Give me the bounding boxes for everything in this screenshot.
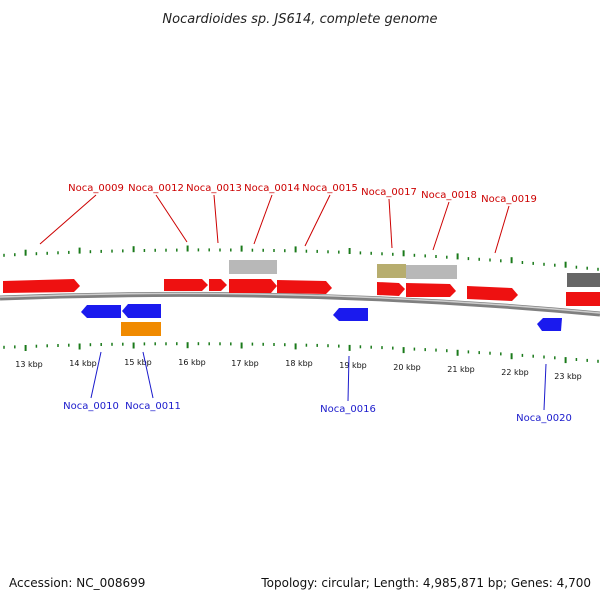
scale-label: 22 kbp bbox=[501, 368, 529, 377]
topology-text: Topology: circular; Length: 4,985,871 bp… bbox=[260, 576, 591, 590]
gene-label-noca-0019[interactable]: Noca_0019 bbox=[481, 194, 537, 205]
gene-label-noca-0011[interactable]: Noca_0011 bbox=[125, 401, 181, 412]
forward-gene-labels: Noca_0009 Noca_0012 Noca_0013 Noca_0014 … bbox=[68, 183, 537, 205]
leader-line-noca-0016 bbox=[347, 355, 350, 402]
gene-label-noca-0013[interactable]: Noca_0013 bbox=[186, 183, 242, 194]
inner-tick-ring bbox=[3, 342, 599, 364]
gene-arrow-noca-0012[interactable] bbox=[164, 279, 208, 291]
leader-line-noca-0020 bbox=[543, 363, 547, 411]
gene-arrow-noca-0019[interactable] bbox=[467, 286, 518, 301]
gene-label-noca-0015[interactable]: Noca_0015 bbox=[302, 183, 358, 194]
scale-labels: 13 kbp 14 kbp 15 kbp 16 kbp 17 kbp 18 kb… bbox=[15, 358, 582, 381]
gene-arrow-noca-0009[interactable] bbox=[3, 279, 80, 293]
scale-label: 14 kbp bbox=[69, 359, 97, 368]
scale-label: 20 kbp bbox=[393, 363, 421, 372]
gene-label-noca-0016[interactable]: Noca_0016 bbox=[320, 404, 376, 415]
gene-label-noca-0017[interactable]: Noca_0017 bbox=[361, 187, 417, 198]
gene-label-noca-0014[interactable]: Noca_0014 bbox=[244, 183, 300, 194]
feature-darkgray-edge[interactable] bbox=[567, 273, 600, 287]
feature-olive-20kbp[interactable] bbox=[377, 264, 406, 278]
gene-label-noca-0018[interactable]: Noca_0018 bbox=[421, 190, 477, 201]
reverse-label-lines bbox=[90, 351, 547, 411]
reverse-gene-labels: Noca_0010 Noca_0011 Noca_0016 Noca_0020 bbox=[63, 401, 572, 424]
leader-line-noca-0010 bbox=[90, 351, 102, 399]
leader-line-noca-0012 bbox=[155, 194, 188, 243]
gene-label-noca-0010[interactable]: Noca_0010 bbox=[63, 401, 119, 412]
leader-line-noca-0018 bbox=[432, 201, 450, 251]
leader-line-noca-0015 bbox=[304, 194, 331, 247]
gene-arrow-noca-0011[interactable] bbox=[122, 304, 161, 318]
scale-label: 16 kbp bbox=[178, 358, 206, 367]
leader-line-noca-0013 bbox=[213, 194, 219, 244]
gene-label-noca-0012[interactable]: Noca_0012 bbox=[128, 183, 184, 194]
scale-label: 15 kbp bbox=[124, 358, 152, 367]
gene-arrow-noca-0016[interactable] bbox=[333, 308, 368, 321]
gene-arrow-noca-0014[interactable] bbox=[229, 279, 277, 293]
leader-line-noca-0011 bbox=[142, 351, 154, 399]
scale-label: 17 kbp bbox=[231, 359, 259, 368]
leader-line-noca-0014 bbox=[253, 194, 273, 245]
reverse-features bbox=[81, 304, 562, 336]
scale-label: 23 kbp bbox=[554, 372, 582, 381]
map-title: Nocardioides sp. JS614, complete genome bbox=[162, 12, 437, 27]
gene-arrow-noca-0013[interactable] bbox=[209, 279, 227, 291]
gene-label-noca-0020[interactable]: Noca_0020 bbox=[516, 413, 572, 424]
gene-arrow-edge[interactable] bbox=[566, 292, 600, 306]
scale-label: 13 kbp bbox=[15, 360, 43, 369]
gene-label-noca-0009[interactable]: Noca_0009 bbox=[68, 183, 124, 194]
outer-tick-ring bbox=[3, 245, 599, 271]
gene-arrow-noca-0020[interactable] bbox=[537, 318, 562, 331]
genome-backbone bbox=[0, 291, 600, 317]
gene-arrow-noca-0015[interactable] bbox=[277, 280, 332, 294]
leader-line-noca-0009 bbox=[39, 194, 97, 245]
feature-gray-17kbp[interactable] bbox=[229, 260, 277, 274]
forward-features bbox=[3, 260, 600, 306]
scale-label: 19 kbp bbox=[339, 361, 367, 370]
gene-arrow-noca-0010[interactable] bbox=[81, 305, 121, 318]
accession-text: Accession: NC_008699 bbox=[9, 576, 145, 590]
scale-label: 18 kbp bbox=[285, 359, 313, 368]
feature-orange-15kbp[interactable] bbox=[121, 322, 161, 336]
forward-label-lines bbox=[39, 194, 510, 254]
scale-label: 21 kbp bbox=[447, 365, 475, 374]
genome-backbone-highlight bbox=[0, 292, 600, 314]
gene-arrow-noca-0017[interactable] bbox=[377, 282, 405, 296]
leader-line-noca-0019 bbox=[494, 205, 510, 254]
leader-line-noca-0017 bbox=[388, 198, 393, 249]
gene-arrow-noca-0018[interactable] bbox=[406, 283, 456, 297]
feature-gray-20kbp[interactable] bbox=[406, 265, 457, 279]
